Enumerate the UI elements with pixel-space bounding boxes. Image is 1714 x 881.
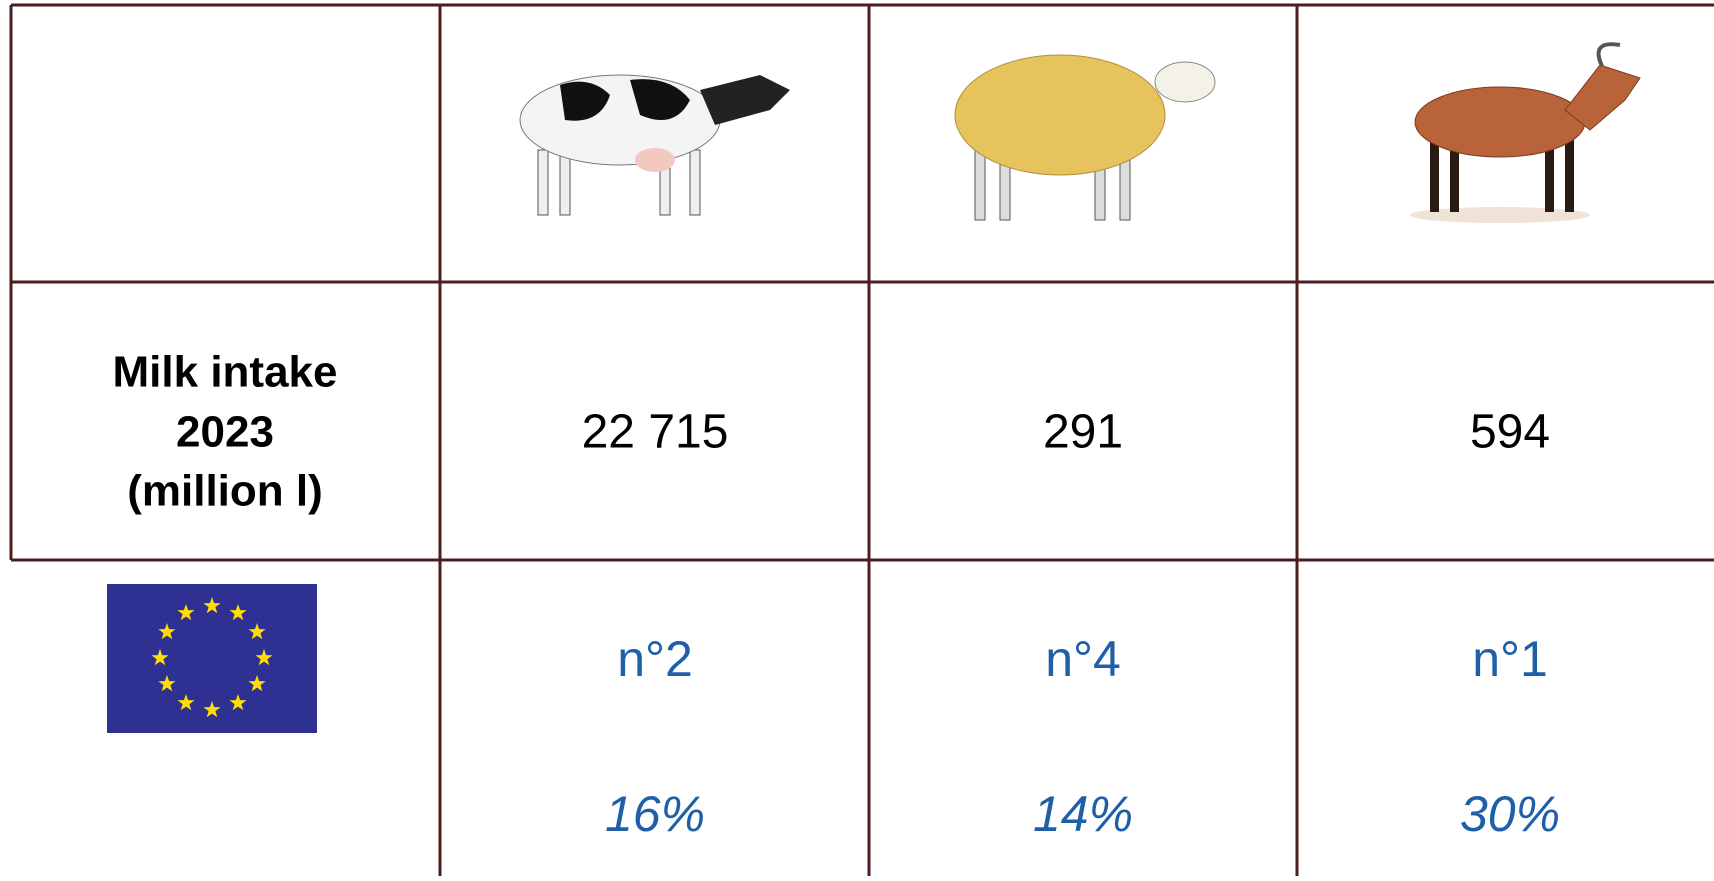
- star: [229, 604, 247, 621]
- sheep-image: [954, 54, 1216, 221]
- cow-image: [519, 74, 790, 216]
- star: [203, 701, 221, 718]
- star: [177, 694, 195, 711]
- star: [248, 675, 266, 692]
- eu-rank: n°1: [1472, 631, 1548, 687]
- star: [248, 623, 266, 640]
- milk-value: 22 715: [582, 406, 729, 459]
- star: [255, 649, 273, 666]
- eu-rank: n°4: [1045, 631, 1121, 687]
- star: [203, 597, 221, 614]
- eu-rank: n°2: [617, 631, 693, 687]
- row-header: 2023: [176, 408, 274, 457]
- eu-share: 16%: [605, 786, 705, 842]
- star: [158, 675, 176, 692]
- eu-share: 14%: [1033, 786, 1133, 842]
- goat-image: [1410, 42, 1641, 223]
- eu-share: 30%: [1460, 786, 1560, 842]
- milk-value: 594: [1470, 406, 1550, 459]
- grid-borders: [9, 3, 1714, 876]
- row-header: (million l): [127, 467, 323, 516]
- star: [158, 623, 176, 640]
- milk-value: 291: [1043, 406, 1123, 459]
- row-header: Milk intake: [113, 348, 338, 397]
- star: [177, 604, 195, 621]
- star: [151, 649, 169, 666]
- star: [229, 694, 247, 711]
- eu-stars: [151, 597, 273, 718]
